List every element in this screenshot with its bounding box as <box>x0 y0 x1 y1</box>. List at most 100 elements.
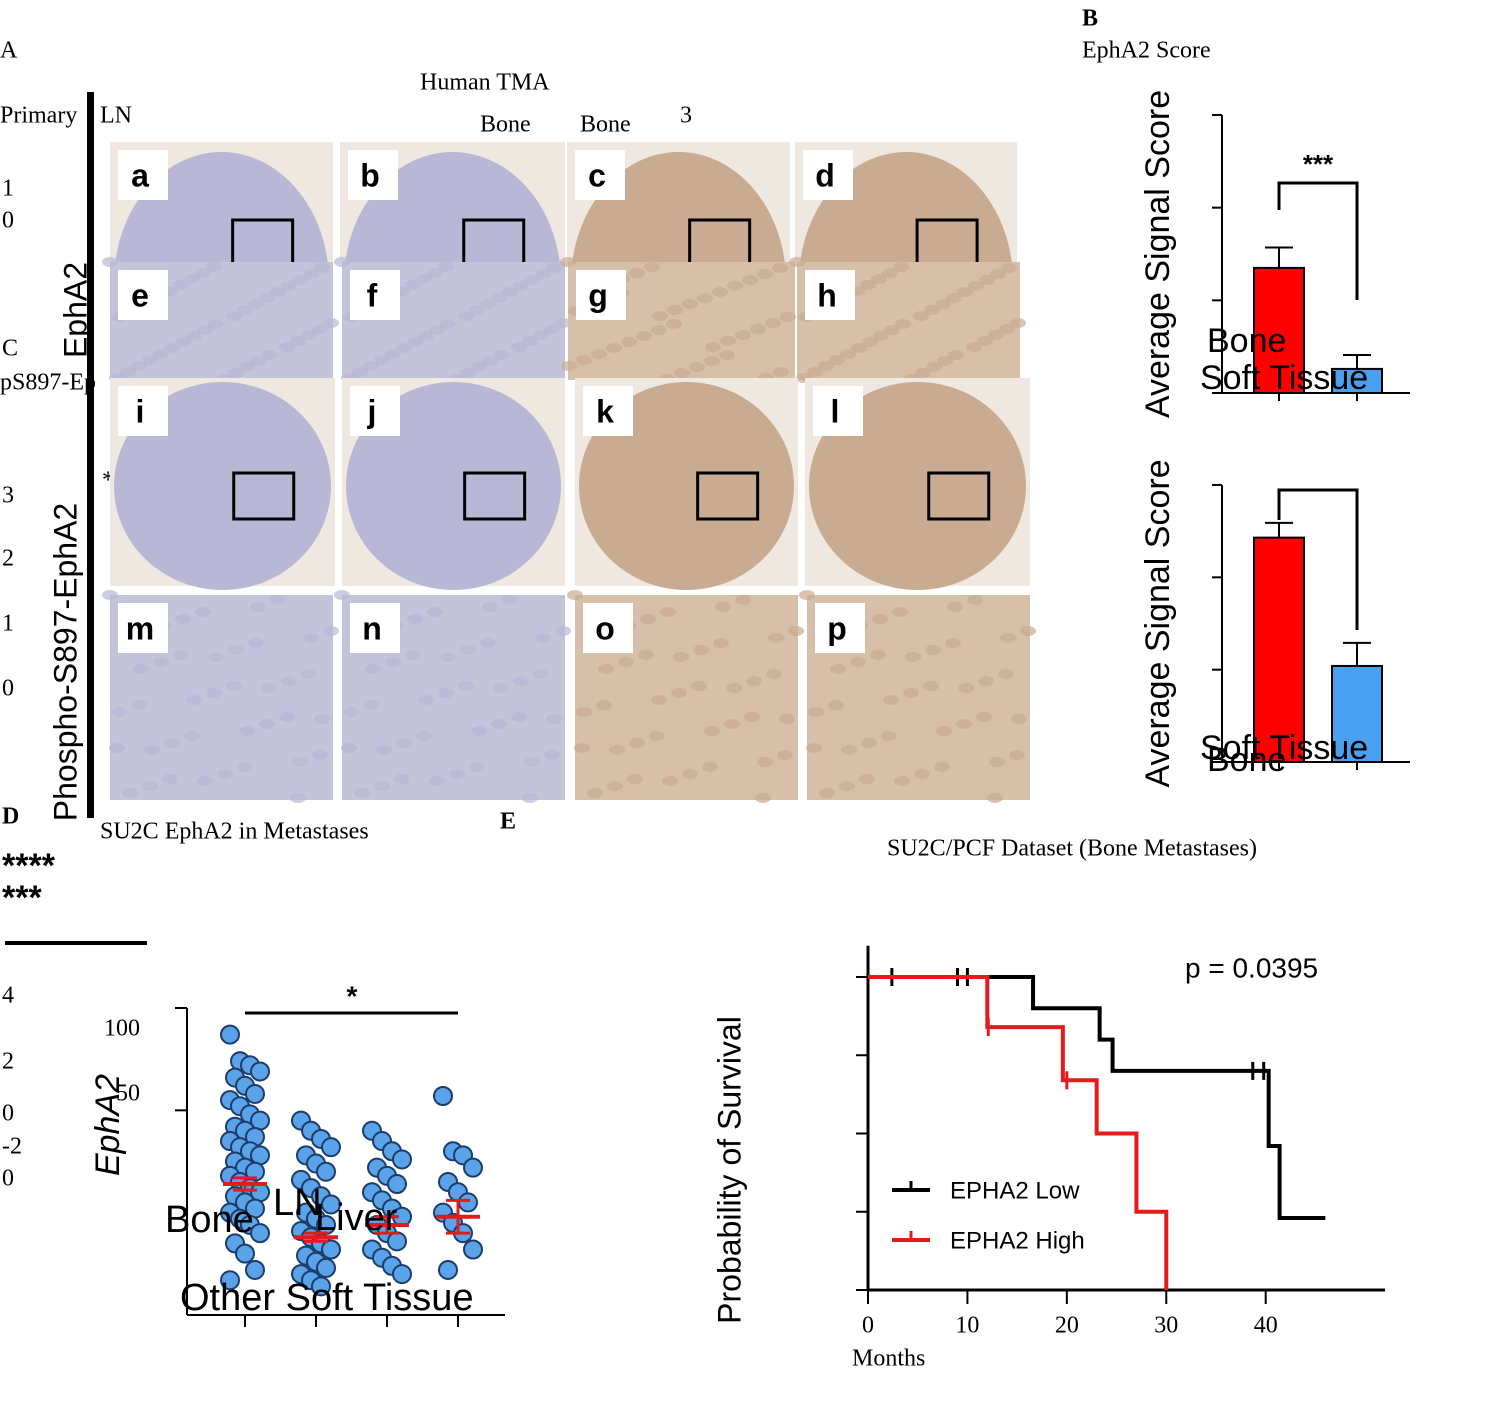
tissue-core <box>809 382 1026 590</box>
legend-entry: EPHA2 High <box>950 1227 1085 1254</box>
tissue-texture <box>574 743 590 753</box>
tissue-texture <box>618 657 634 667</box>
tile-label-bg <box>350 270 400 320</box>
tissue-texture <box>903 688 919 698</box>
tissue-texture <box>905 652 921 662</box>
tissue-texture <box>806 743 822 753</box>
tissue-texture <box>376 745 392 755</box>
x-tick-label: Soft Tissue <box>1200 359 1368 397</box>
tissue-texture <box>535 269 551 279</box>
tissue-texture <box>502 595 518 605</box>
tissue-texture <box>576 707 592 717</box>
tissue-texture <box>860 280 876 290</box>
tissue-texture <box>894 776 910 786</box>
tissue-texture <box>471 362 487 372</box>
y-tick-label: 100 <box>104 1016 140 1042</box>
zoom-box <box>696 471 760 521</box>
tissue-texture <box>561 361 577 371</box>
panel-title: EphA2 Score <box>1082 38 1211 64</box>
tissue-texture <box>208 319 224 329</box>
tissue-texture <box>720 336 736 346</box>
tissue-texture <box>851 343 867 353</box>
stray-text: 0 <box>2 1101 14 1127</box>
tissue-texture <box>652 311 668 321</box>
tissue-texture <box>259 719 275 729</box>
tissue-texture <box>281 281 297 291</box>
panel-title: SU2C/PCF Dataset (Bone Metastases) <box>887 836 1257 862</box>
tissue-texture <box>131 700 147 710</box>
tissue-texture <box>808 707 824 717</box>
tissue-texture <box>292 275 308 285</box>
tissue-texture <box>735 595 751 605</box>
tissue-texture <box>818 361 834 371</box>
tissue-texture <box>850 657 866 667</box>
data-point <box>250 1223 270 1244</box>
tissue-texture <box>596 700 612 710</box>
tissue-texture <box>482 356 498 366</box>
tissue-texture <box>429 325 445 335</box>
tissue-texture <box>480 299 496 309</box>
data-point <box>321 1239 341 1260</box>
column-label: Bone <box>480 112 531 138</box>
tissue-texture <box>206 262 222 272</box>
stray-text: 1 <box>2 176 14 202</box>
tissue-texture <box>237 305 253 315</box>
data-point <box>220 1024 240 1045</box>
tissue-texture <box>261 350 277 360</box>
tissue-texture <box>303 633 319 643</box>
tile-label: f <box>367 277 378 313</box>
x-tick-label: Liver <box>315 1197 398 1239</box>
tissue-texture <box>1001 263 1017 273</box>
tile-label-bg <box>575 150 625 200</box>
tissue-texture <box>640 614 656 624</box>
tile-label-bg <box>350 386 400 436</box>
tissue-texture <box>407 337 423 347</box>
tissue-texture <box>750 324 766 334</box>
y-tick-label: 50 <box>116 1081 140 1107</box>
tissue-texture <box>418 331 434 341</box>
tissue-texture <box>660 607 676 617</box>
tissue-texture <box>988 330 1004 340</box>
bar <box>1253 536 1305 763</box>
panel-label: C <box>2 336 18 362</box>
stray-text: -2 <box>2 1134 22 1160</box>
tissue-texture <box>968 281 984 291</box>
tissue-texture <box>122 788 138 798</box>
data-point <box>392 1264 412 1285</box>
data-point <box>316 1161 336 1182</box>
tile-label: e <box>131 277 149 313</box>
tissue-texture <box>713 638 729 648</box>
tissue-texture <box>544 750 560 760</box>
tissue-texture <box>102 257 118 267</box>
tissue-texture <box>914 769 930 779</box>
stray-text: 3 <box>2 483 14 509</box>
tissue-texture <box>765 318 781 328</box>
tissue-texture <box>239 362 255 372</box>
tissue-texture <box>883 695 899 705</box>
tissue-texture <box>469 762 485 772</box>
tissue-texture <box>829 355 845 365</box>
tissue-texture <box>279 712 295 722</box>
row-label: EphA2 <box>57 262 93 358</box>
tissue-texture <box>828 700 844 710</box>
tissue-texture <box>250 356 266 366</box>
tile-label-bg <box>118 603 168 653</box>
tissue-texture <box>724 719 740 729</box>
tissue-texture <box>861 738 877 748</box>
tissue-texture <box>396 738 412 748</box>
panel-label: D <box>2 804 19 830</box>
panel-label: A <box>0 38 18 64</box>
tissue-texture <box>341 743 357 753</box>
y-axis-label: Average Signal Score <box>1139 90 1177 418</box>
panel-title: SU2C EphA2 in Metastases <box>100 819 369 845</box>
tissue-texture <box>195 268 211 278</box>
tissue-texture <box>314 263 330 273</box>
tissue-texture <box>416 274 432 284</box>
tissue-texture <box>893 262 909 272</box>
tissue-texture <box>870 650 886 660</box>
tissue-texture <box>788 626 804 636</box>
tile-label: j <box>367 393 377 429</box>
annotation: p = 0.0395 <box>1185 952 1318 983</box>
data-point <box>458 1192 478 1213</box>
data-point <box>433 1086 453 1107</box>
